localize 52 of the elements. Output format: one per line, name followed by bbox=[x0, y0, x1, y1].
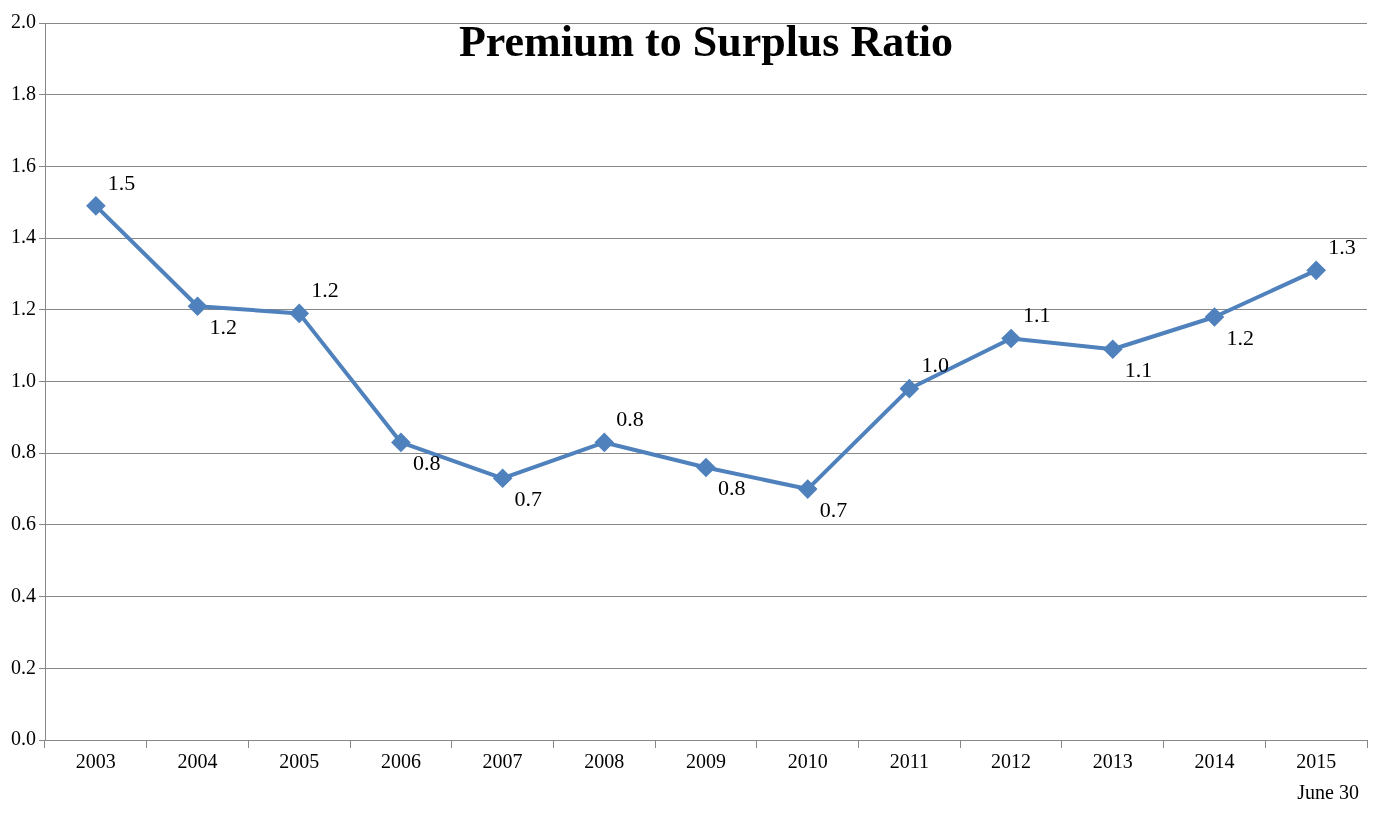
x-tick-label: 2015 bbox=[1296, 750, 1337, 773]
data-label: 1.0 bbox=[921, 352, 949, 378]
point bbox=[188, 297, 207, 316]
data-label: 1.1 bbox=[1023, 302, 1051, 328]
point bbox=[1103, 340, 1122, 359]
point bbox=[1307, 261, 1326, 280]
data-label: 1.3 bbox=[1328, 234, 1356, 260]
data-label: 0.7 bbox=[514, 486, 543, 512]
data-label: 0.8 bbox=[412, 450, 441, 476]
y-tick-label: 1.0 bbox=[11, 368, 36, 391]
x-tick-label: 2005 bbox=[279, 750, 320, 773]
x-tick-label: 2004 bbox=[177, 750, 218, 773]
x-tick-label: 2013 bbox=[1092, 750, 1133, 773]
data-label: 0.7 bbox=[819, 496, 848, 522]
data-label: 0.8 bbox=[616, 406, 644, 432]
y-tick-label: 0.0 bbox=[11, 727, 36, 750]
y-tick-label: 1.6 bbox=[11, 153, 36, 176]
point bbox=[697, 458, 715, 477]
x-tick-label: 2007 bbox=[482, 750, 523, 773]
y-tick-label: 2.0 bbox=[11, 10, 36, 33]
x-tick-label: 2012 bbox=[991, 750, 1032, 773]
y-tick-label: 0.4 bbox=[11, 583, 36, 606]
y-tick-label: 0.6 bbox=[11, 512, 36, 535]
point bbox=[290, 304, 309, 323]
data-label: 1.2 bbox=[1226, 324, 1254, 350]
y-tick-label: 0.2 bbox=[11, 655, 36, 678]
x-tick-label: 2014 bbox=[1194, 750, 1235, 773]
text: June 30 bbox=[1297, 781, 1359, 804]
x-tick-label: 2006 bbox=[380, 750, 421, 773]
x-tick-label: 2010 bbox=[787, 750, 828, 773]
chart-title: Premium to Surplus Ratio bbox=[458, 17, 954, 67]
point bbox=[900, 379, 919, 398]
data-label: 1.2 bbox=[209, 314, 238, 339]
x-tick-label: 2003 bbox=[75, 750, 116, 773]
data-label: 1.5 bbox=[107, 169, 136, 195]
point bbox=[493, 469, 512, 488]
data-label: 0.8 bbox=[718, 475, 746, 501]
y-tick-label: 1.4 bbox=[11, 225, 36, 248]
data-label: 1.1 bbox=[1124, 357, 1153, 383]
point bbox=[391, 433, 410, 452]
point bbox=[595, 433, 614, 452]
y-tick-label: 1.8 bbox=[11, 81, 36, 104]
data-label: 1.2 bbox=[311, 277, 339, 303]
y-tick-label: 1.2 bbox=[11, 297, 36, 320]
point bbox=[798, 480, 817, 499]
point bbox=[1002, 329, 1021, 348]
point bbox=[1205, 307, 1224, 326]
x-tick-label: 2008 bbox=[584, 750, 625, 773]
x-tick-label: 2009 bbox=[686, 750, 726, 773]
y-tick-label: 0.8 bbox=[11, 440, 36, 463]
x-tick-label: 2011 bbox=[889, 750, 930, 773]
point bbox=[86, 196, 105, 215]
